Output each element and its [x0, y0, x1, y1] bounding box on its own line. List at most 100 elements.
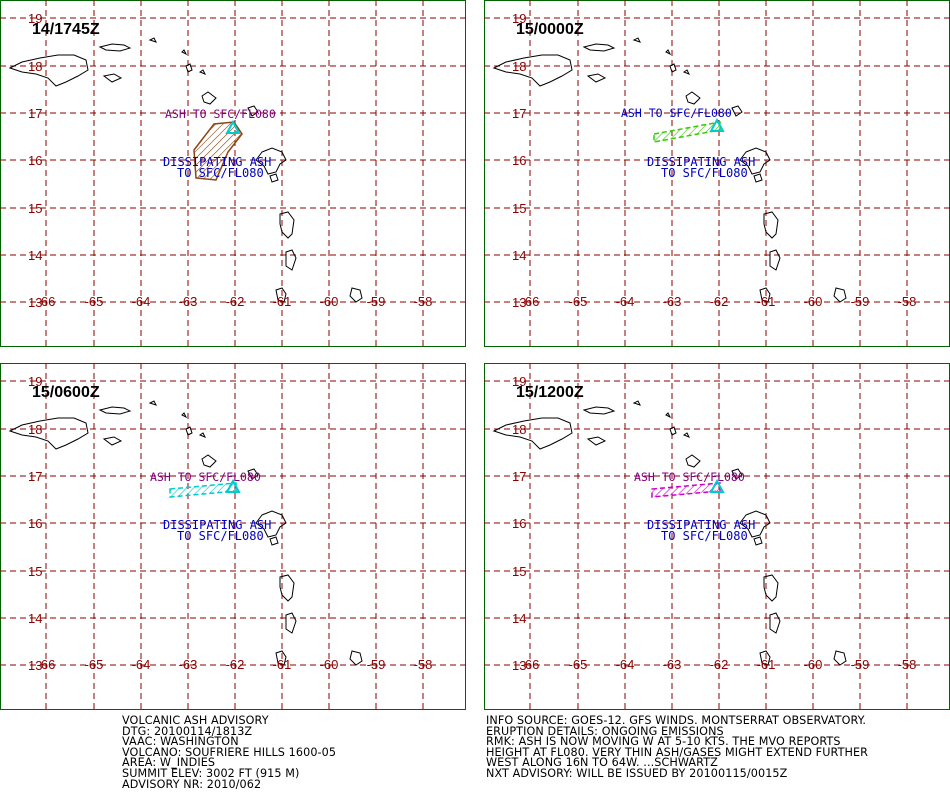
- coastline: [739, 510, 771, 538]
- coastline: [582, 43, 616, 52]
- coastline: [98, 406, 132, 415]
- latitude-label: 13: [512, 658, 526, 673]
- coastline: [198, 69, 207, 75]
- advisory-line: AREA: W_INDIES: [122, 756, 216, 770]
- dissipating-height-label: TO SFC/FL080: [177, 166, 264, 180]
- coastline: [685, 91, 701, 105]
- map-panel-4: 19 18 17 16 15 14 13 -66 -65 -64 -63 -62 -61 -60 -59 -5…: [484, 363, 950, 710]
- coastline: [632, 37, 641, 43]
- dissipating-height-label: TO SFC/FL080: [177, 529, 264, 543]
- coastline: [201, 91, 217, 105]
- longitude-label: -60: [320, 657, 339, 672]
- longitude-label: -59: [367, 294, 386, 309]
- forecast-time-label: 15/0600Z: [32, 384, 100, 401]
- coastline: [285, 249, 297, 271]
- longitude-label: -65: [85, 657, 104, 672]
- advisory-line: HEIGHT AT FL080. VERY THIN ASH/GASES MIG…: [486, 745, 869, 759]
- coastline: [279, 211, 295, 239]
- coastline: [102, 436, 123, 446]
- longitude-label: -63: [663, 657, 682, 672]
- latitude-label: 18: [512, 59, 526, 74]
- latitude-label: 19: [512, 11, 526, 26]
- latitude-label: 17: [512, 106, 526, 121]
- ash-height-label: ASH TO SFC/FL080: [634, 470, 745, 484]
- coastline: [492, 54, 573, 87]
- advisory-line: VOLCANIC ASH ADVISORY: [122, 714, 269, 727]
- map-panel-2: 19 18 17 16 15 14 13 -66 -65 -64 -63 -62 -61 -60 -59 -5…: [484, 0, 950, 347]
- longitude-label: -58: [898, 294, 917, 309]
- longitude-label: -64: [616, 657, 635, 672]
- coastline: [201, 454, 217, 468]
- advisory-line: ADVISORY NR: 2010/062: [122, 777, 262, 791]
- longitude-label: -58: [898, 657, 917, 672]
- longitude-label: -62: [226, 294, 245, 309]
- ash-height-label: ASH TO SFC/FL080: [150, 470, 261, 484]
- coastline: [586, 436, 607, 446]
- map-panel-1: 19 18 17 16 15 14 13 -66 -65 -64 -63 -62 -61 -60 -59 -5…: [0, 0, 466, 347]
- coastline: [349, 650, 363, 666]
- volcano-icon: [709, 478, 725, 493]
- latitude-label: 19: [28, 11, 42, 26]
- longitude-label: -66: [521, 657, 540, 672]
- latitude-label: 17: [28, 469, 42, 484]
- coastline: [269, 536, 279, 546]
- longitude-label: -62: [710, 657, 729, 672]
- volcano-icon: [225, 478, 241, 493]
- forecast-time-label: 15/1200Z: [516, 384, 584, 401]
- coastline: [669, 426, 677, 436]
- volcanic-ash-map: 19 18 17 16 15 14 13-66 -65 -64 -63 -62 -61 -60 -59 -5…: [0, 0, 466, 347]
- dissipating-label: DISSIPATING ASH: [647, 518, 755, 532]
- longitude-label: -61: [273, 657, 292, 672]
- volcanic-ash-map: 19 18 17 16 15 14 13-66 -65 -64 -63 -62 -61 -60 -59 -5…: [484, 0, 950, 347]
- longitude-label: -66: [521, 294, 540, 309]
- coastline: [833, 650, 847, 666]
- coastline: [769, 249, 781, 271]
- latitude-label: 13: [28, 295, 42, 310]
- dissipating-label: DISSIPATING ASH: [647, 155, 755, 169]
- coastline: [8, 417, 89, 450]
- dissipating-height-label: TO SFC/FL080: [661, 166, 748, 180]
- latitude-label: 19: [512, 374, 526, 389]
- coastline: [198, 432, 207, 438]
- latitude-label: 13: [512, 295, 526, 310]
- coastline: [492, 417, 573, 450]
- coastline: [148, 400, 157, 406]
- volcano-icon: [225, 119, 241, 134]
- coastline: [98, 43, 132, 52]
- coastline: [759, 650, 771, 666]
- coastline: [285, 612, 297, 634]
- latitude-label: 16: [28, 516, 42, 531]
- longitude-label: -66: [37, 294, 56, 309]
- coastline: [181, 412, 188, 419]
- latitude-label: 14: [512, 248, 526, 263]
- coastline: [665, 49, 672, 56]
- coastline: [586, 73, 607, 83]
- latitude-label: 17: [512, 469, 526, 484]
- coastline: [731, 468, 743, 480]
- coastline: [582, 406, 616, 415]
- dissipating-height-label: TO SFC/FL080: [661, 529, 748, 543]
- longitude-label: -61: [757, 657, 776, 672]
- longitude-label: -59: [851, 294, 870, 309]
- latitude-label: 16: [28, 153, 42, 168]
- longitude-label: -63: [179, 657, 198, 672]
- latitude-label: 14: [28, 611, 42, 626]
- ash-height-label: ASH TO SFC/FL080: [165, 107, 276, 121]
- dissipating-label: DISSIPATING ASH: [163, 518, 271, 532]
- ash-cloud-area: [193, 121, 243, 181]
- volcano-icon: [709, 117, 725, 132]
- coastline: [148, 37, 157, 43]
- coastline: [279, 574, 295, 602]
- forecast-time-label: 15/0000Z: [516, 21, 584, 38]
- coastline: [247, 468, 259, 480]
- longitude-label: -63: [179, 294, 198, 309]
- latitude-label: 19: [28, 374, 42, 389]
- coastline: [763, 211, 779, 239]
- longitude-label: -61: [757, 294, 776, 309]
- latitude-label: 15: [512, 201, 526, 216]
- latitude-label: 15: [512, 564, 526, 579]
- longitude-label: -63: [663, 294, 682, 309]
- latitude-label: 18: [512, 422, 526, 437]
- latitude-label: 16: [512, 153, 526, 168]
- coastline: [247, 105, 259, 117]
